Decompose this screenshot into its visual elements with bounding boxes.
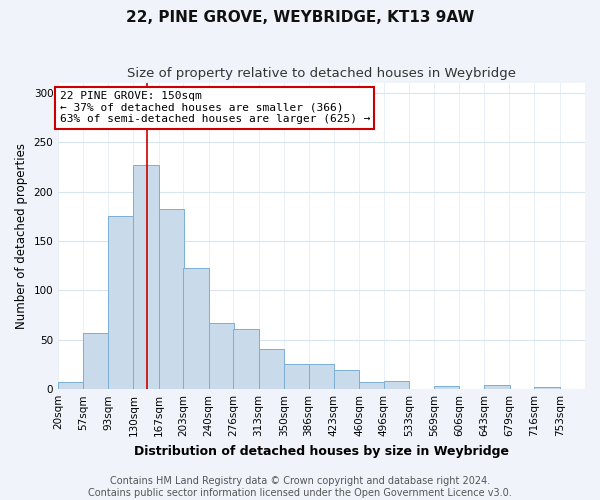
Bar	[133, 165, 159, 389]
Bar	[284, 364, 309, 389]
Title: Size of property relative to detached houses in Weybridge: Size of property relative to detached ho…	[127, 68, 516, 80]
Bar	[259, 348, 284, 389]
Bar	[108, 216, 133, 389]
Text: Contains HM Land Registry data © Crown copyright and database right 2024.
Contai: Contains HM Land Registry data © Crown c…	[88, 476, 512, 498]
Bar	[209, 323, 234, 389]
Bar	[384, 382, 409, 389]
Bar	[233, 329, 259, 389]
Bar	[83, 333, 109, 389]
Bar	[359, 382, 385, 389]
Bar	[434, 386, 459, 389]
Bar	[58, 382, 83, 389]
Bar	[535, 387, 560, 389]
Bar	[484, 385, 510, 389]
Bar	[308, 364, 334, 389]
Text: 22 PINE GROVE: 150sqm
← 37% of detached houses are smaller (366)
63% of semi-det: 22 PINE GROVE: 150sqm ← 37% of detached …	[59, 91, 370, 124]
Text: 22, PINE GROVE, WEYBRIDGE, KT13 9AW: 22, PINE GROVE, WEYBRIDGE, KT13 9AW	[126, 10, 474, 25]
Bar	[334, 370, 359, 389]
X-axis label: Distribution of detached houses by size in Weybridge: Distribution of detached houses by size …	[134, 444, 509, 458]
Y-axis label: Number of detached properties: Number of detached properties	[15, 143, 28, 329]
Bar	[159, 210, 184, 389]
Bar	[184, 268, 209, 389]
